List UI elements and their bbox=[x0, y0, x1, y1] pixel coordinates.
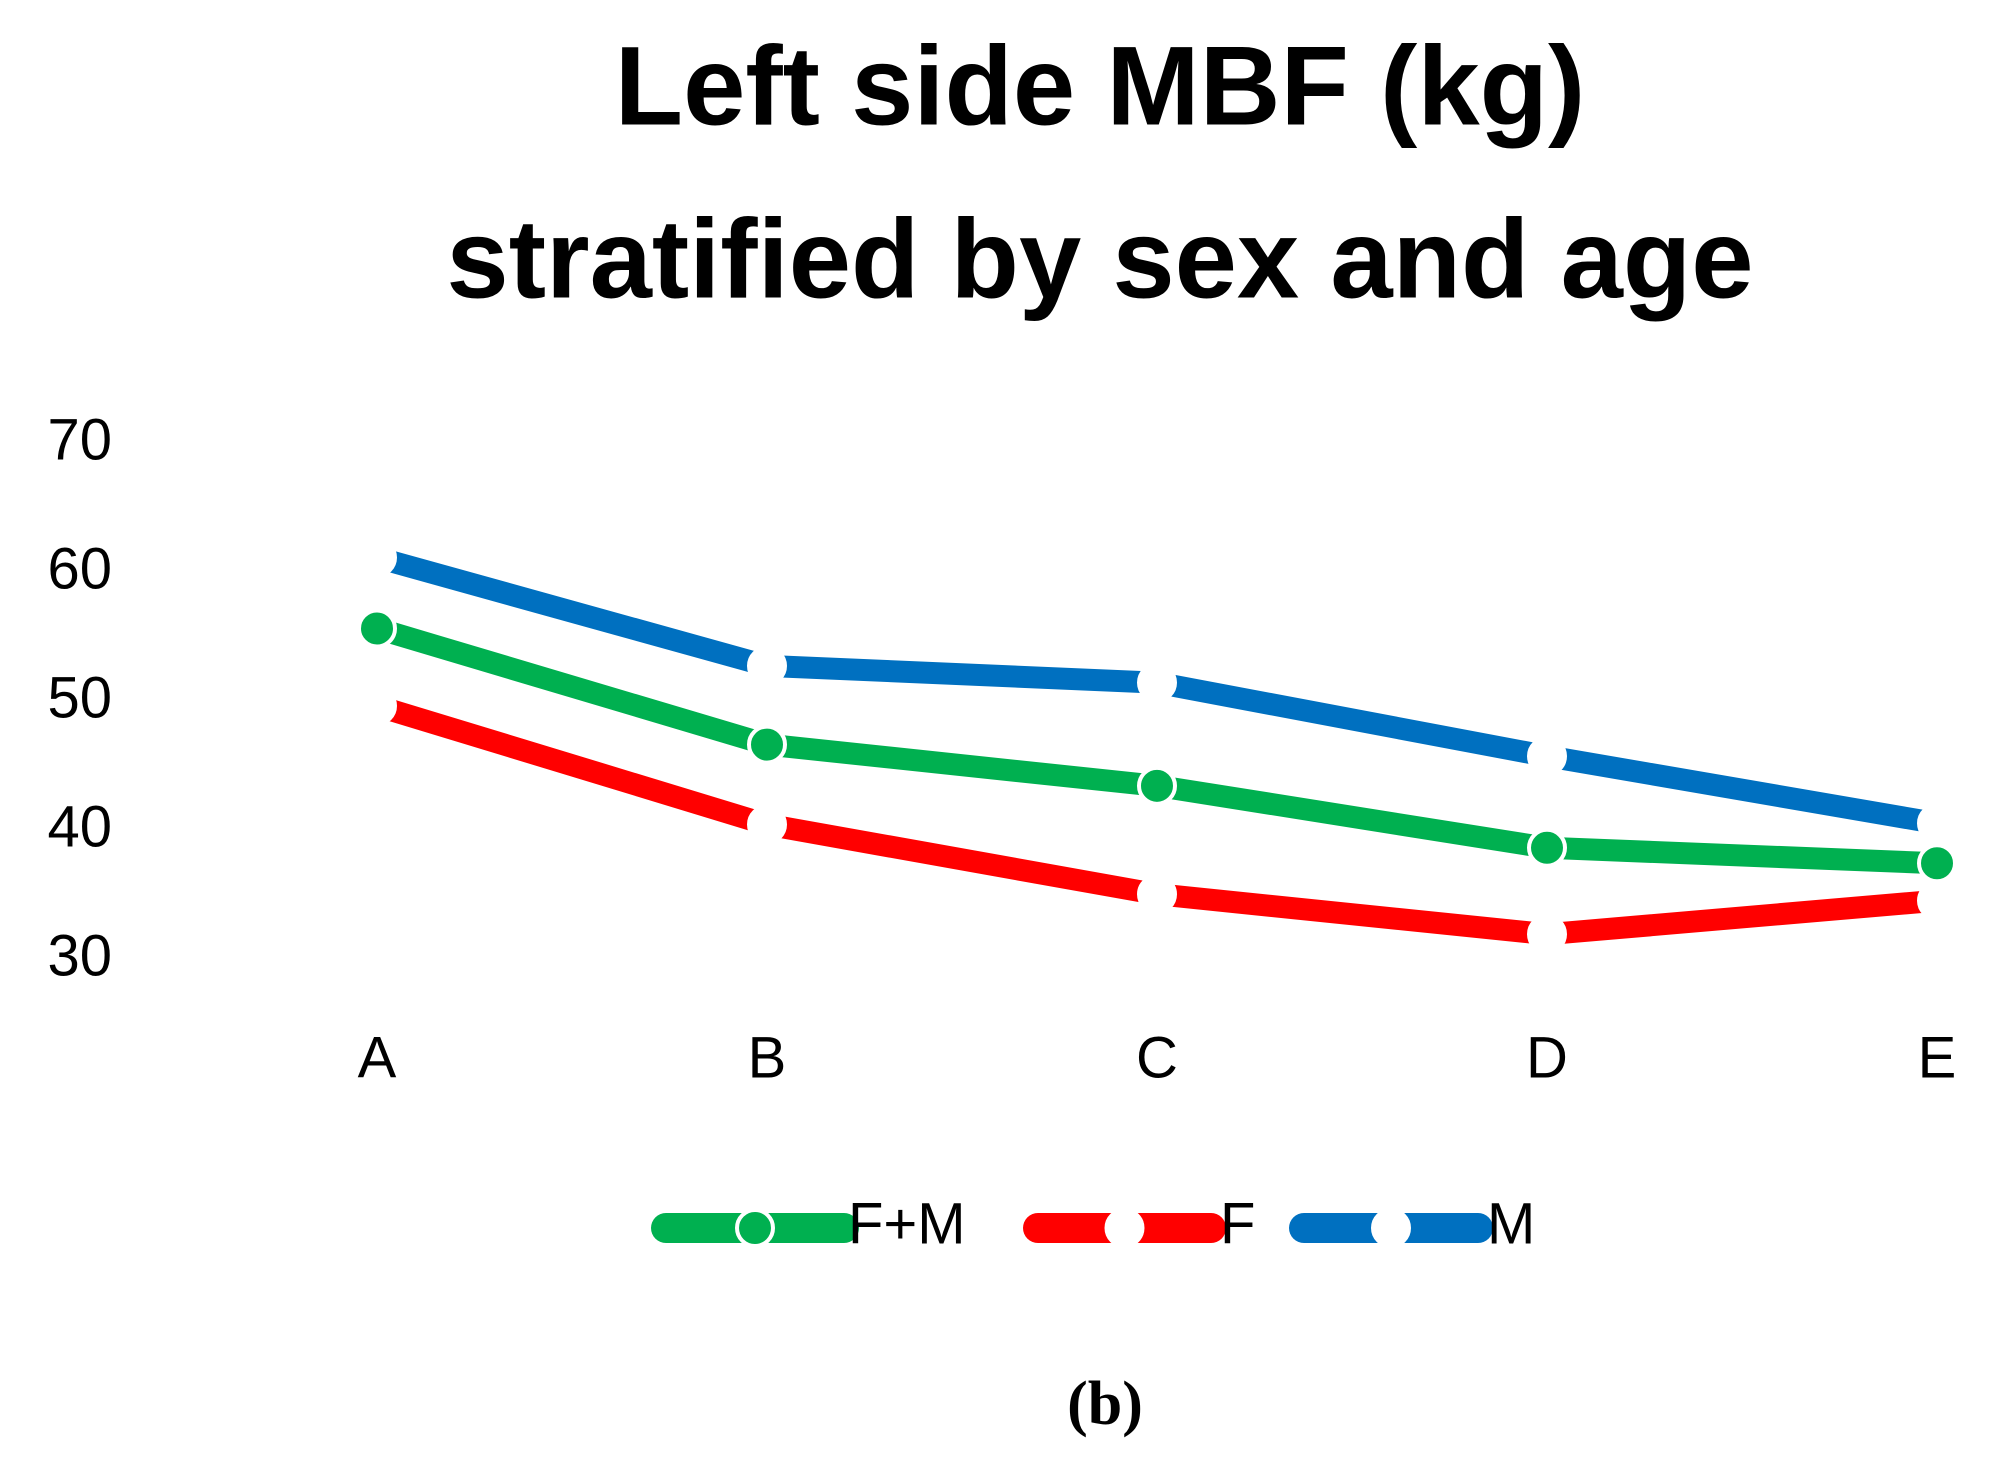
caption: (b) bbox=[1067, 1370, 1143, 1438]
data-point bbox=[747, 645, 787, 686]
y-tick-label: 40 bbox=[47, 794, 112, 859]
x-tick-label: E bbox=[1918, 1025, 1957, 1090]
data-point bbox=[1917, 880, 1957, 921]
data-point bbox=[1917, 803, 1957, 844]
data-point bbox=[1137, 765, 1177, 806]
legend-label: F+M bbox=[848, 1191, 966, 1256]
legend-marker bbox=[1104, 1208, 1145, 1248]
x-tick-label: B bbox=[748, 1025, 787, 1090]
legend-label: F bbox=[1220, 1191, 1255, 1256]
y-tick-label: 50 bbox=[47, 665, 112, 730]
x-tick-label: A bbox=[358, 1025, 397, 1090]
data-point bbox=[1137, 874, 1177, 915]
data-point bbox=[1527, 736, 1567, 777]
x-tick-label: C bbox=[1136, 1025, 1178, 1090]
data-point bbox=[1527, 914, 1567, 955]
data-point bbox=[1137, 662, 1177, 703]
legend-label: M bbox=[1487, 1191, 1535, 1256]
data-point bbox=[747, 724, 787, 765]
chart-title: stratified by sex and age bbox=[446, 197, 1753, 322]
data-point bbox=[357, 608, 397, 649]
legend-marker bbox=[735, 1208, 775, 1248]
y-tick-label: 70 bbox=[47, 407, 112, 472]
data-point bbox=[1917, 843, 1957, 884]
data-point bbox=[1527, 827, 1567, 868]
y-tick-label: 30 bbox=[47, 923, 112, 988]
data-point bbox=[357, 685, 397, 726]
data-point bbox=[747, 804, 787, 845]
chart-title: Left side MBF (kg) bbox=[615, 24, 1586, 149]
x-tick-label: D bbox=[1526, 1025, 1568, 1090]
legend-marker bbox=[1371, 1208, 1411, 1248]
y-tick-label: 60 bbox=[47, 536, 112, 601]
data-point bbox=[357, 537, 397, 578]
